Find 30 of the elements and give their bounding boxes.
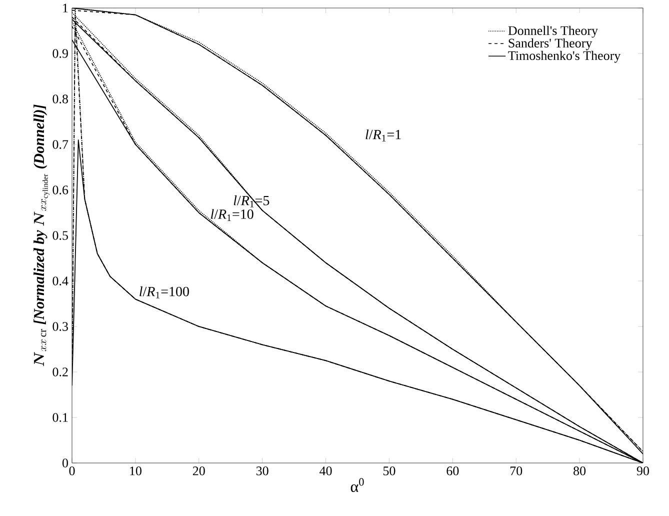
x-tick-label: 90 — [636, 466, 649, 476]
annotation: l/R$_{1}$=5 — [234, 195, 270, 208]
legend-label: Timoshenko's Theory — [508, 50, 621, 63]
x-tick-label: 60 — [446, 466, 459, 476]
y-tick-label: 0.7 — [52, 140, 68, 149]
x-tick-label: 70 — [510, 466, 522, 476]
y-tick-label: 0.8 — [52, 94, 68, 104]
x-tick-label: 30 — [256, 466, 268, 476]
x-axis-title: α$^{0}$ — [350, 478, 364, 492]
annotation: l/R$_{1}$=100 — [140, 286, 189, 298]
y-tick-label: 0.1 — [52, 413, 68, 422]
legend-label: Donnell's Theory — [508, 26, 598, 38]
y-axis-title: $\boldsymbol{N}_{xx\,\mathrm{cr}}\ \textbf{\textit{[Normalized by }}\boldsymbol{N}_{xx_{\mathrm{cylinder}}}\ \textbf{\textit{(Donnell)]}}$ — [34, 104, 50, 366]
x-tick-label: 80 — [574, 466, 586, 476]
x-tick-label: 20 — [192, 466, 205, 476]
legend-label: Sanders' Theory — [508, 38, 592, 50]
y-tick-label: 0.2 — [52, 368, 68, 376]
y-tick-label: 0.6 — [52, 186, 68, 194]
y-tick-label: 1 — [63, 4, 68, 12]
x-tick-label: 10 — [130, 466, 142, 476]
y-tick-label: 0 — [62, 458, 68, 468]
y-tick-label: 0.3 — [52, 322, 68, 331]
x-tick-label: 40 — [320, 466, 332, 476]
y-tick-label: 0.4 — [52, 276, 68, 286]
x-tick-label: 50 — [383, 466, 396, 476]
x-tick-label: 0 — [69, 466, 75, 476]
y-tick-label: 0.5 — [52, 231, 68, 240]
y-tick-label: 0.9 — [52, 49, 68, 58]
annotation: l/R$_{1}$=10 — [211, 209, 254, 221]
annotation: l/R$_{1}$=1 — [366, 129, 401, 142]
